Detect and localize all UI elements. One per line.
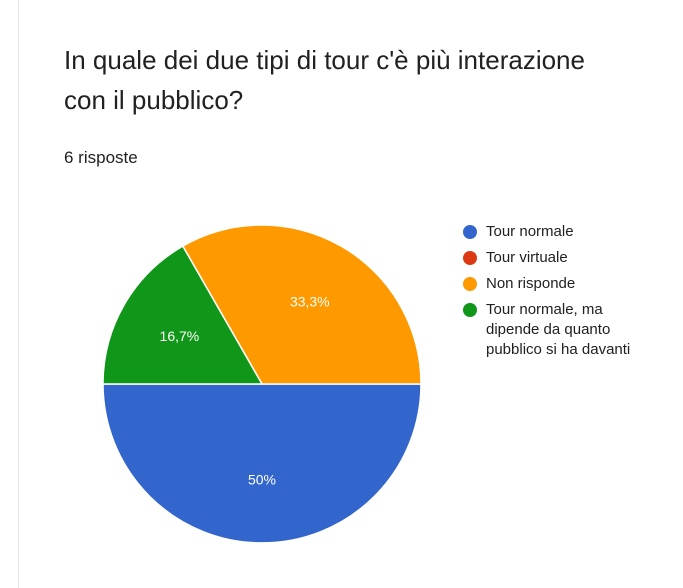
legend-swatch-icon xyxy=(463,303,477,317)
legend-label: Tour virtuale xyxy=(486,249,568,266)
pie-slice-label-0: 50% xyxy=(248,471,276,487)
legend-swatch-icon xyxy=(463,251,477,265)
legend-item-2[interactable]: Non risponde xyxy=(463,274,663,294)
chart-legend: Tour normale Tour virtuale Non risponde Tou… xyxy=(463,222,663,366)
response-count: 6 risposte xyxy=(64,148,138,167)
card-left-border xyxy=(18,0,19,588)
legend-item-1[interactable]: Tour virtuale xyxy=(463,248,663,268)
legend-label: Tour normale xyxy=(486,223,574,240)
legend-label: Non risponde xyxy=(486,275,576,292)
legend-item-3[interactable]: Tour normale, ma dipende da quanto pubbl… xyxy=(463,300,663,360)
legend-label: Tour normale, ma dipende da quanto pubbl… xyxy=(486,301,631,358)
legend-swatch-icon xyxy=(463,225,477,239)
pie-slice-3[interactable] xyxy=(102,245,264,385)
legend-swatch-icon xyxy=(463,277,477,291)
pie-slice-label-3: 16,7% xyxy=(160,328,200,344)
question-title: In quale dei due tipi di tour c'è più in… xyxy=(64,45,585,115)
pie-slice-2[interactable] xyxy=(181,224,422,385)
pie-slice-label-2: 33,3% xyxy=(290,293,330,309)
legend-item-0[interactable]: Tour normale xyxy=(463,222,663,242)
pie-slice-0[interactable] xyxy=(102,383,422,544)
